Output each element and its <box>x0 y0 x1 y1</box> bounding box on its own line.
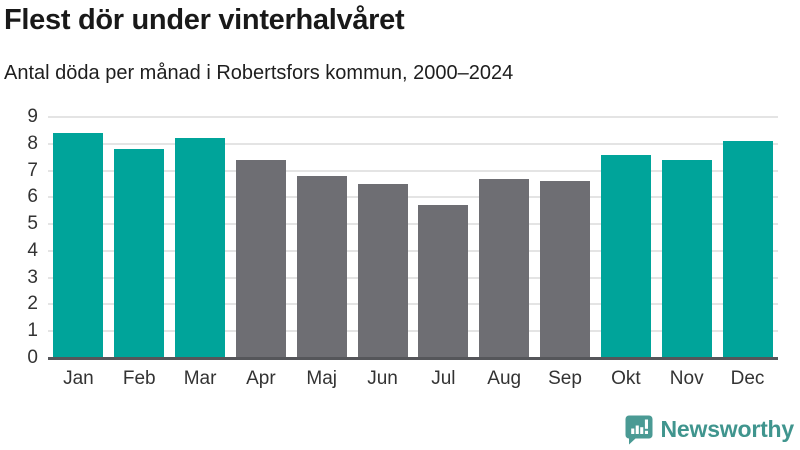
gridline-6 <box>48 196 778 199</box>
y-tick-label-0: 0 <box>27 347 38 368</box>
bar-column-jun <box>352 117 413 358</box>
x-tick-label-okt: Okt <box>611 368 641 389</box>
x-tick-label-jul: Jul <box>431 368 456 389</box>
bar-series <box>48 117 778 358</box>
bar-column-apr <box>230 117 291 358</box>
x-axis-line <box>48 357 778 360</box>
bar-dec <box>722 141 773 358</box>
x-tick-label-mar: Mar <box>183 368 217 389</box>
x-tick-label-jan: Jan <box>63 368 94 389</box>
bar-apr <box>235 159 286 358</box>
gridline-8 <box>48 142 778 145</box>
gridline-2 <box>48 303 778 306</box>
bar-mar <box>175 138 226 358</box>
bar-jan <box>53 133 104 358</box>
chart-title: Flest dör under vinterhalvåret <box>4 4 405 36</box>
x-tick-label-jun: Jun <box>367 368 398 389</box>
y-tick-label-9: 9 <box>27 106 38 127</box>
brand-name: Newsworthy <box>660 416 795 442</box>
bar-column-jan <box>48 117 109 358</box>
x-tick-label-feb: Feb <box>122 368 156 389</box>
y-tick-label-1: 1 <box>27 320 38 342</box>
gridline-9 <box>48 116 778 118</box>
x-tick-label-nov: Nov <box>669 368 704 389</box>
bar-column-dec <box>717 117 778 358</box>
x-tick-label-dec: Dec <box>730 368 765 389</box>
bar-column-okt <box>595 117 656 358</box>
bar-feb <box>114 149 165 358</box>
bar-column-aug <box>474 117 535 358</box>
x-axis-labels: Jan Feb Mar Apr Maj Jun Jul Aug Sep Okt Nov Dec <box>48 368 778 390</box>
y-tick-label-5: 5 <box>27 213 38 235</box>
x-tick-label-sep: Sep <box>548 368 582 389</box>
bar-sep <box>540 181 591 358</box>
gridline-3 <box>48 276 778 279</box>
bar-column-feb <box>109 117 170 358</box>
gridline-1 <box>48 330 778 333</box>
newsworthy-logo-icon <box>625 415 653 445</box>
plot-area <box>48 116 778 360</box>
x-tick-label-aug: Aug <box>487 368 522 389</box>
x-tick-label-apr: Apr <box>246 368 276 389</box>
y-tick-label-4: 4 <box>27 239 38 261</box>
y-tick-label-3: 3 <box>27 266 38 288</box>
gridline-5 <box>48 223 778 226</box>
gridline-7 <box>48 169 778 172</box>
y-tick-label-8: 8 <box>27 132 38 154</box>
gridline-4 <box>48 249 778 252</box>
x-tick-label-maj: Maj <box>306 368 338 389</box>
y-tick-label-6: 6 <box>27 186 38 208</box>
bar-column-sep <box>535 117 596 358</box>
y-tick-label-7: 7 <box>27 159 38 181</box>
bar-nov <box>661 159 712 358</box>
brand-footer: Newsworthy <box>625 414 794 445</box>
bar-maj <box>296 175 347 358</box>
chart-subtitle: Antal döda per månad i Robertsfors kommu… <box>4 62 514 84</box>
bar-jun <box>357 183 408 358</box>
bar-jul <box>418 205 469 358</box>
bar-aug <box>479 178 530 358</box>
bar-column-nov <box>656 117 717 358</box>
bar-column-mar <box>170 117 231 358</box>
bar-column-maj <box>291 117 352 358</box>
bar-okt <box>600 154 651 358</box>
bar-column-jul <box>413 117 474 358</box>
y-tick-label-2: 2 <box>27 293 38 315</box>
